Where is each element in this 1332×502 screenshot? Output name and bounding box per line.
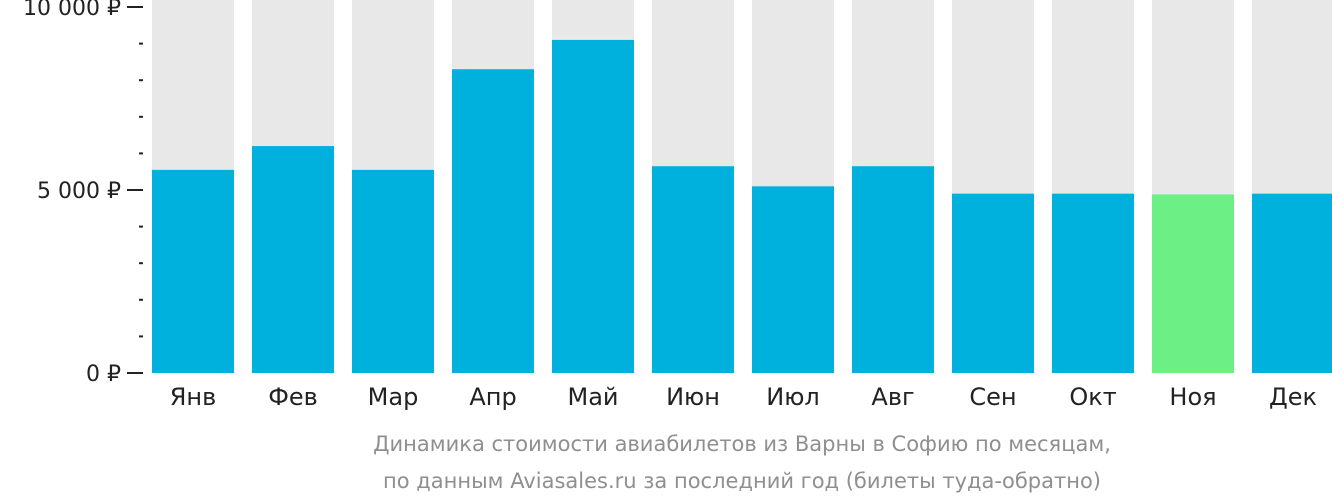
x-tick-label: Июл bbox=[766, 383, 820, 411]
x-tick-label: Ноя bbox=[1169, 383, 1216, 411]
bar[interactable] bbox=[852, 166, 934, 373]
bar[interactable] bbox=[252, 146, 334, 373]
chart-caption-line-1: Динамика стоимости авиабилетов из Варны … bbox=[373, 432, 1111, 456]
bar[interactable] bbox=[552, 39, 634, 373]
bar-highlight[interactable] bbox=[1152, 194, 1234, 373]
y-tick-label: 5 000 ₽ bbox=[37, 179, 121, 204]
bars-layer bbox=[152, 0, 1332, 373]
x-axis-labels: Янв Фев Мар Апр Май Июн Июл Авг Сен Окт Ноя Дек bbox=[170, 383, 1317, 411]
x-tick-label: Май bbox=[567, 383, 618, 411]
x-tick-label: Дек bbox=[1269, 383, 1317, 411]
x-tick-label: Мар bbox=[368, 383, 419, 411]
y-tick-label: 0 ₽ bbox=[86, 362, 121, 387]
bar[interactable] bbox=[352, 169, 434, 373]
x-tick-label: Апр bbox=[469, 383, 516, 411]
x-tick-label: Авг bbox=[871, 383, 914, 411]
bar[interactable] bbox=[152, 169, 234, 373]
x-tick-label: Июн bbox=[666, 383, 720, 411]
bar[interactable] bbox=[452, 69, 534, 373]
y-tick-label: 10 000 ₽ bbox=[23, 0, 121, 21]
x-tick-label: Сен bbox=[969, 383, 1016, 411]
bar[interactable] bbox=[652, 166, 734, 373]
y-axis: 0 ₽ 5 000 ₽ 10 000 ₽ bbox=[23, 0, 143, 387]
x-tick-label: Окт bbox=[1069, 383, 1116, 411]
x-tick-label: Фев bbox=[268, 383, 318, 411]
chart-caption-line-2: по данным Aviasales.ru за последний год … bbox=[383, 469, 1101, 493]
bar[interactable] bbox=[1252, 193, 1332, 373]
bar[interactable] bbox=[752, 186, 834, 373]
bar[interactable] bbox=[1052, 193, 1134, 373]
bar[interactable] bbox=[952, 193, 1034, 373]
x-tick-label: Янв bbox=[170, 383, 217, 411]
